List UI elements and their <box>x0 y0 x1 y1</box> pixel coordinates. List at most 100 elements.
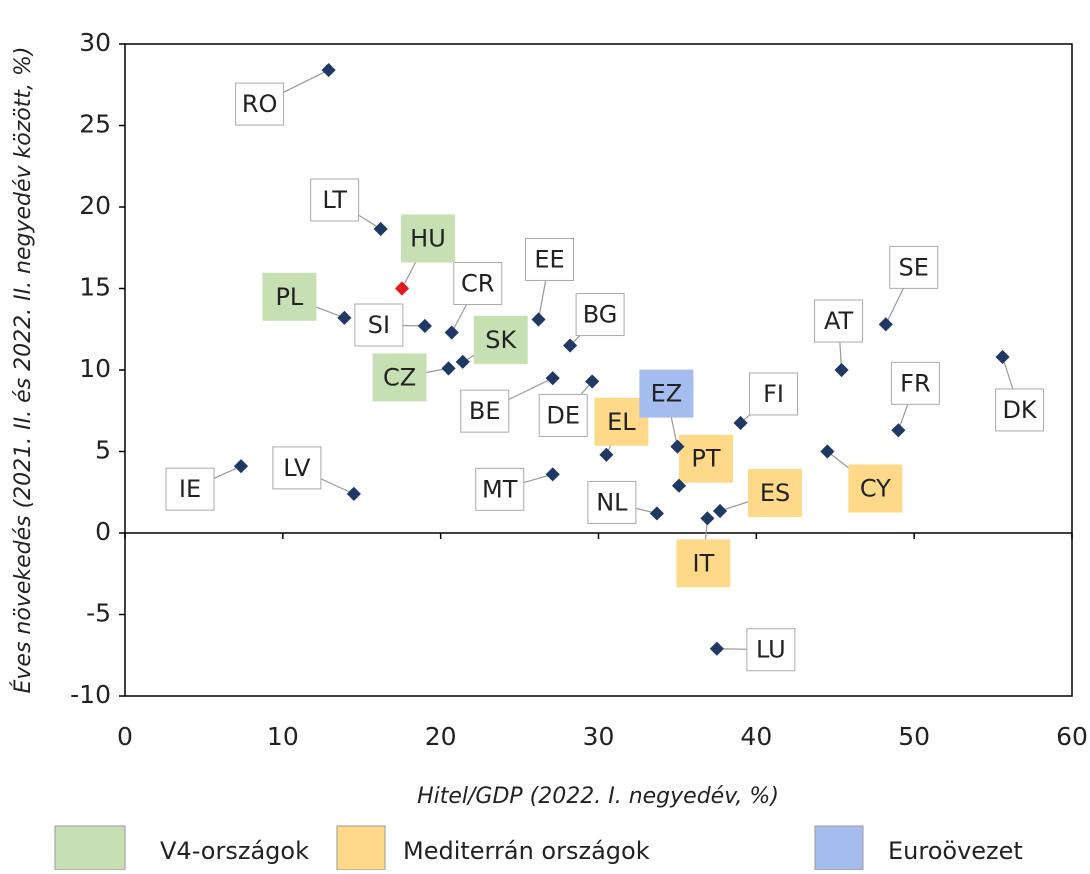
y-tick-label: 10 <box>79 354 111 383</box>
label-box <box>749 372 799 416</box>
label-box <box>272 446 322 490</box>
label-box <box>814 299 864 343</box>
x-tick-label: 30 <box>583 722 615 751</box>
point <box>563 338 578 353</box>
point-label: EL <box>607 408 636 436</box>
point <box>700 511 715 526</box>
point-label: SK <box>485 326 517 354</box>
label-box <box>262 272 317 321</box>
y-tick-label: 15 <box>79 273 111 302</box>
point <box>599 447 614 462</box>
point <box>585 374 600 389</box>
y-tick-label: 30 <box>79 28 111 57</box>
point-label: FI <box>763 380 784 408</box>
point-label: RO <box>242 90 278 118</box>
point <box>233 459 249 474</box>
y-tick-label: 5 <box>95 436 111 465</box>
point-label: EE <box>534 245 564 273</box>
point-label: BG <box>583 301 618 329</box>
label-box <box>473 315 528 364</box>
legend-label: Mediterrán országok <box>403 837 650 865</box>
label-box <box>748 468 803 517</box>
point <box>417 318 432 334</box>
point-label: DK <box>1002 396 1037 424</box>
point <box>394 281 410 296</box>
point <box>995 349 1010 365</box>
x-tick-label: 50 <box>898 722 930 751</box>
point-label: LT <box>322 186 347 214</box>
y-tick-label: -5 <box>86 599 111 628</box>
point-label: PT <box>691 445 720 473</box>
label-box <box>310 178 360 222</box>
label-box <box>575 293 625 337</box>
point-label: ES <box>760 479 790 507</box>
point <box>733 415 748 431</box>
y-tick-label: -10 <box>70 680 111 709</box>
label-box <box>538 393 588 437</box>
point-label: CZ <box>383 363 416 391</box>
label-box <box>587 480 637 524</box>
point <box>671 478 687 493</box>
point-label: AT <box>824 307 854 335</box>
x-tick-label: 10 <box>267 722 299 751</box>
point <box>444 325 459 340</box>
label-box <box>890 361 940 405</box>
label-box <box>372 353 427 402</box>
point-label: SI <box>368 311 390 339</box>
label-box <box>639 369 694 418</box>
legend-swatch <box>814 825 864 871</box>
legend-label: V4-országok <box>160 837 309 865</box>
x-tick-label: 20 <box>425 722 457 751</box>
label-box <box>678 434 733 483</box>
x-tick-label: 60 <box>1056 722 1088 751</box>
label-box <box>889 245 939 289</box>
point-label: LU <box>756 636 786 664</box>
label-box <box>460 389 510 433</box>
point-label: PL <box>275 283 303 311</box>
point <box>455 354 470 369</box>
point-label: CY <box>860 475 891 503</box>
point <box>891 423 906 438</box>
label-box <box>453 262 503 306</box>
legend-swatch <box>336 825 386 871</box>
label-box <box>525 237 575 281</box>
point-label: SE <box>899 253 929 281</box>
y-tick-label: 20 <box>79 191 111 220</box>
y-tick-label: 0 <box>95 517 111 546</box>
label-box <box>848 464 903 513</box>
point <box>373 221 388 237</box>
label-box <box>995 388 1045 432</box>
point <box>712 503 728 519</box>
point <box>346 486 361 501</box>
point <box>321 63 336 78</box>
label-box <box>594 397 649 446</box>
label-box <box>746 628 796 672</box>
legend-swatch <box>54 825 126 871</box>
label-box <box>235 82 285 126</box>
y-tick-label: 25 <box>79 110 111 139</box>
point <box>878 317 893 332</box>
point <box>670 439 685 454</box>
label-box <box>354 303 404 347</box>
point-label: FR <box>900 369 930 397</box>
point-label: IT <box>693 549 715 577</box>
label-box <box>475 467 525 511</box>
point <box>834 362 849 378</box>
point <box>709 641 724 656</box>
legend-label: Euroövezet <box>888 837 1023 865</box>
x-axis-label: Hitel/GDP (2022. I. negyedév, %) <box>417 784 779 809</box>
point-label: IE <box>179 475 201 503</box>
point <box>649 506 664 521</box>
point-label: LV <box>283 454 311 482</box>
point-label: HU <box>410 225 446 253</box>
point <box>820 444 835 459</box>
point <box>545 467 560 482</box>
point <box>531 312 546 327</box>
label-box <box>400 214 455 263</box>
point-label: CR <box>461 270 494 298</box>
y-axis-label: Éves növekedés (2021. II. és 2022. II. n… <box>10 47 36 694</box>
x-tick-label: 0 <box>117 722 133 751</box>
point-label: MT <box>482 475 518 503</box>
label-box <box>676 539 731 588</box>
